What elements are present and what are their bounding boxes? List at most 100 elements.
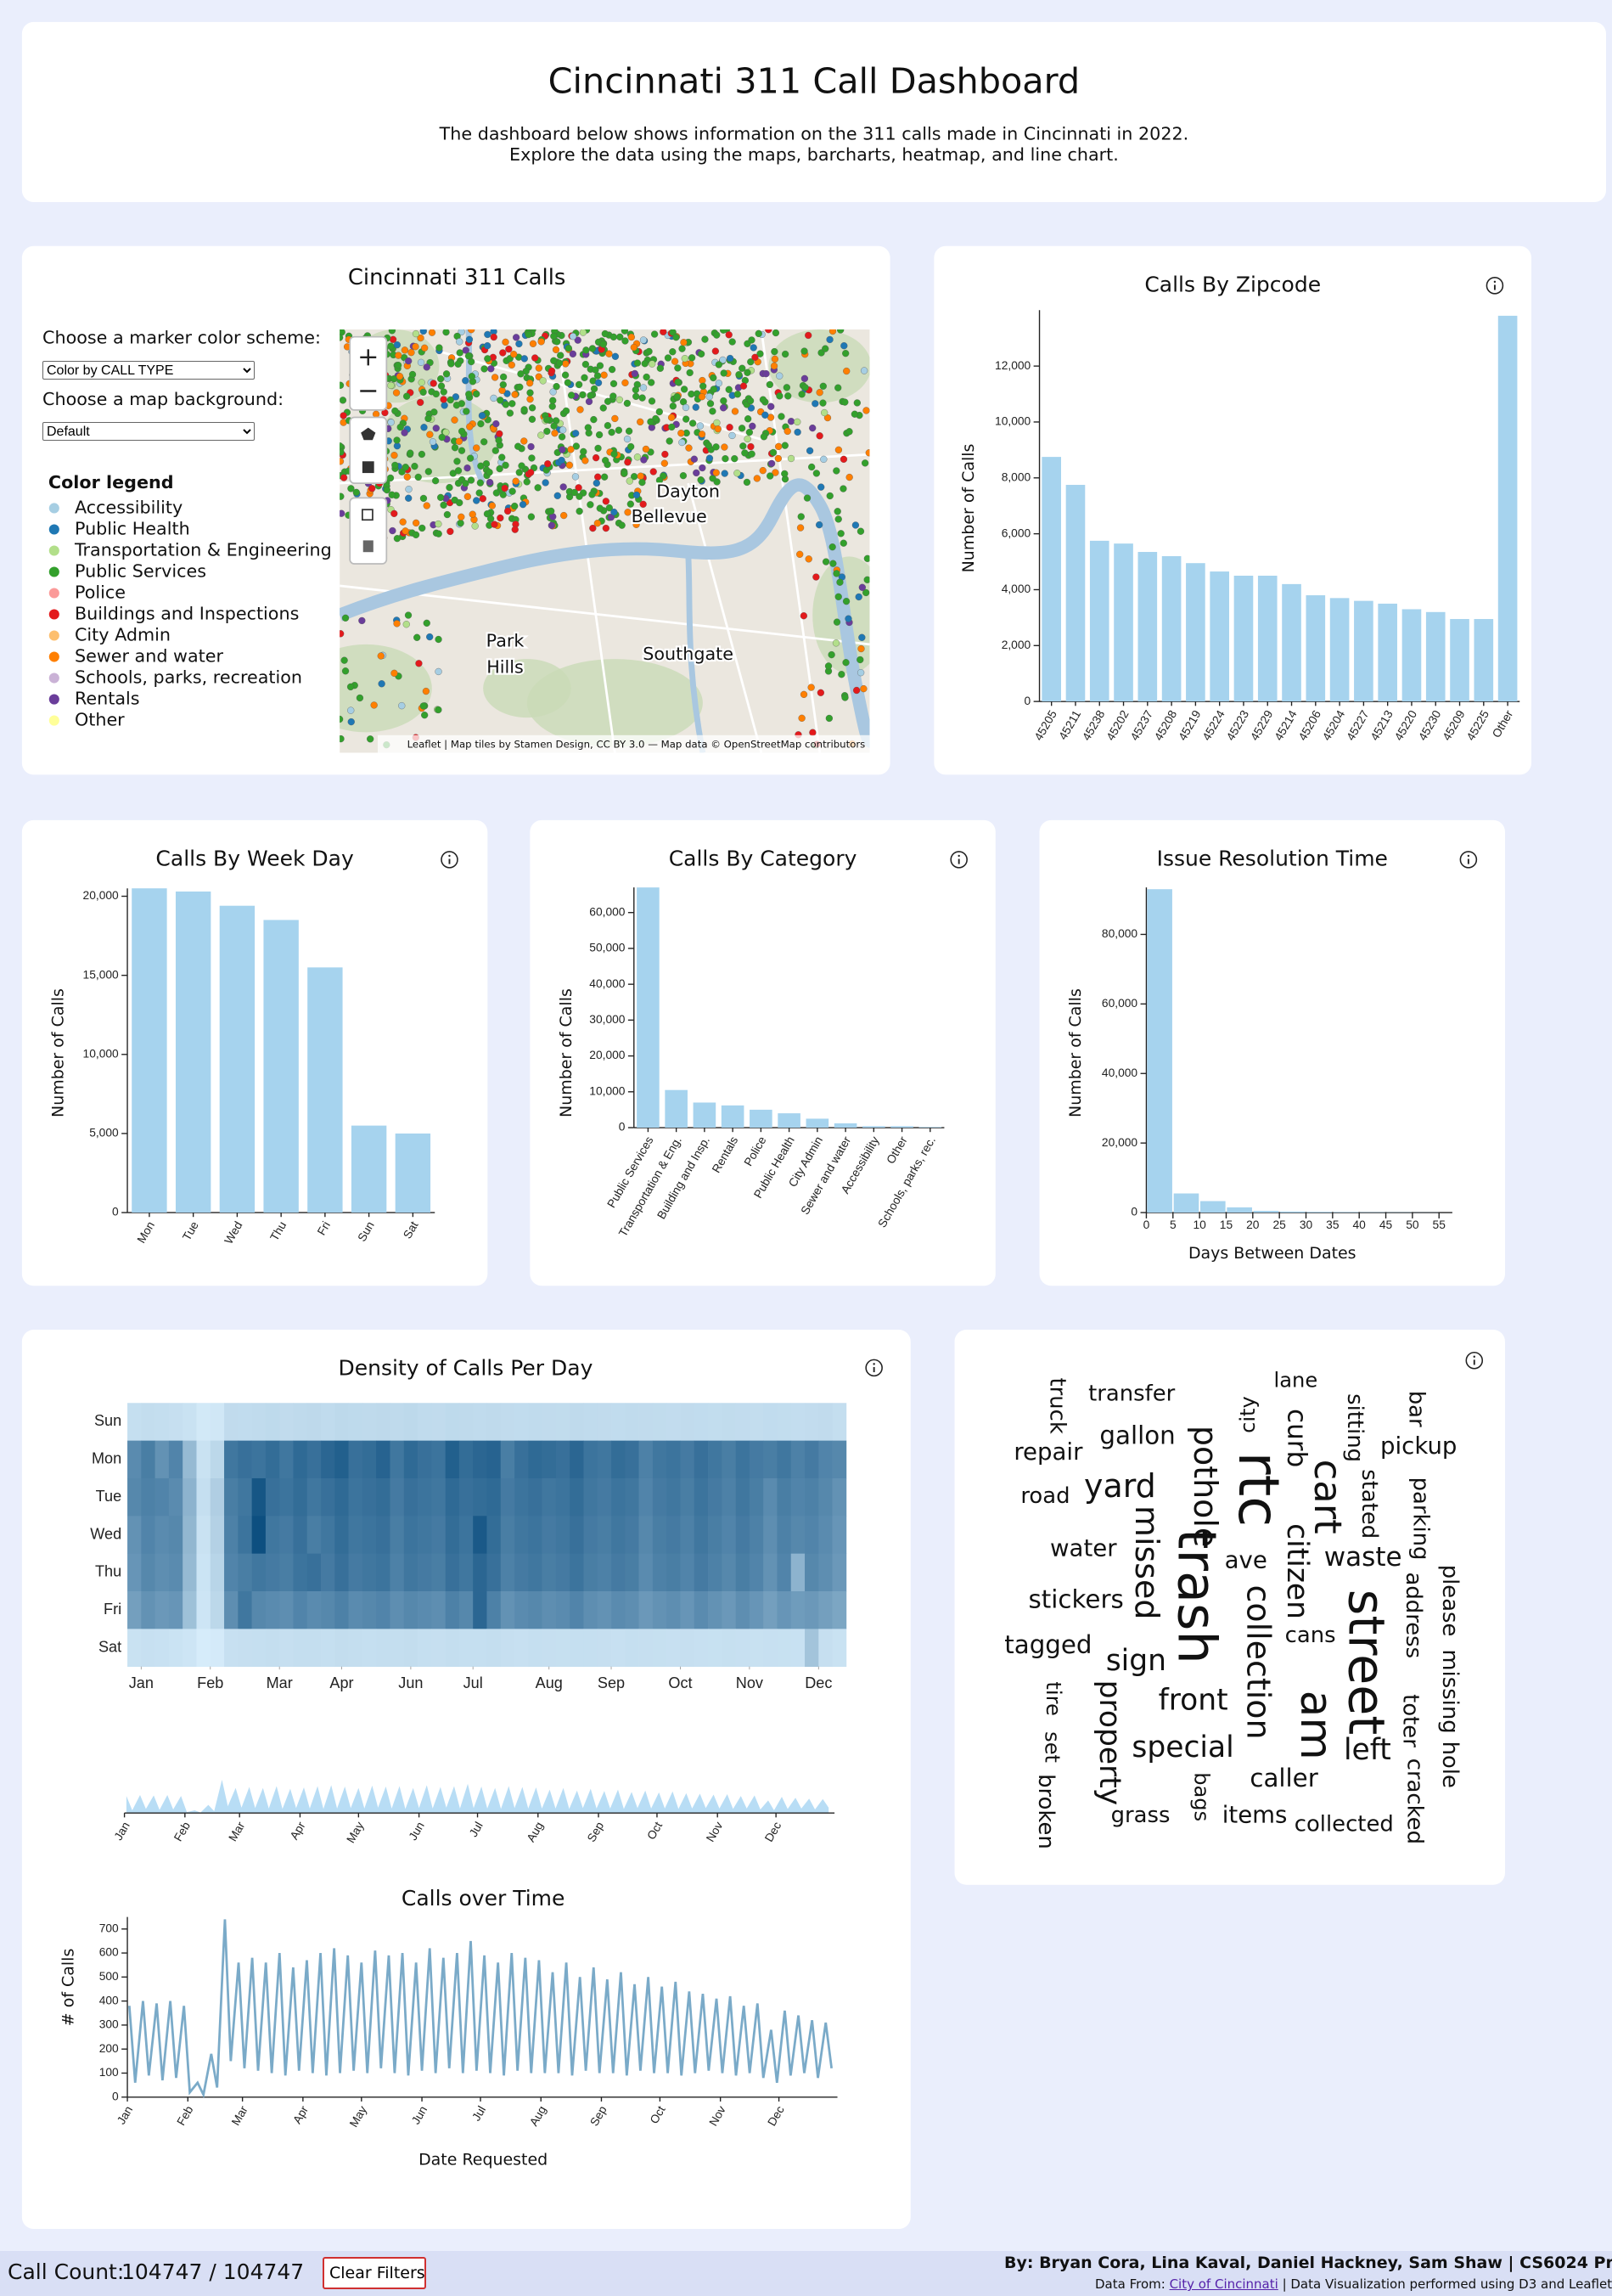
heatmap-cell [680, 1440, 695, 1479]
heatmap-cell [196, 1629, 211, 1668]
legend-swatch [48, 630, 59, 641]
map-marker [436, 493, 445, 502]
map-marker [422, 687, 430, 695]
map-marker [655, 408, 663, 416]
map-marker [761, 411, 769, 419]
y-tick-label: 60,000 [589, 905, 625, 918]
word: city [1236, 1396, 1260, 1433]
map-marker [490, 333, 497, 341]
map-marker [714, 425, 722, 433]
map-marker [857, 656, 864, 664]
panel [21, 21, 1606, 203]
map-marker [510, 351, 518, 358]
map-marker [679, 472, 688, 480]
word: road [1020, 1483, 1070, 1509]
heatmap-cell [127, 1516, 142, 1555]
heatmap-cell [818, 1403, 833, 1441]
color-scheme-select[interactable]: Color by CALL TYPE [42, 361, 255, 380]
y-tick-label: 15,000 [83, 968, 119, 981]
word: parking [1407, 1477, 1433, 1561]
x-tick-label: Jan [129, 1674, 154, 1691]
map-marker [834, 508, 841, 515]
map-marker [512, 334, 520, 341]
heatmap-cell [680, 1591, 695, 1629]
map-marker [801, 384, 809, 391]
map-marker [574, 336, 581, 344]
heatmap-cell [666, 1629, 681, 1668]
map-marker [404, 611, 413, 619]
heatmap-cell [514, 1403, 529, 1441]
clear-filters-button[interactable]: Clear Filters [323, 2257, 426, 2289]
map-marker [390, 452, 398, 459]
x-tick-label: Jun [398, 1674, 423, 1691]
map-marker [672, 334, 680, 341]
map-marker [341, 614, 350, 622]
map-marker [648, 379, 655, 386]
legend-swatch [48, 609, 59, 620]
map-marker [451, 444, 459, 452]
info-icon [441, 851, 458, 869]
heatmap-cell [570, 1591, 584, 1629]
map-marker [712, 443, 720, 451]
map-marker [502, 401, 510, 408]
map-marker [759, 396, 767, 403]
map-marker [858, 633, 866, 641]
map-marker [733, 391, 742, 398]
heatmap-cell [445, 1516, 460, 1555]
map-marker [678, 345, 686, 352]
map-marker [523, 478, 531, 486]
map-marker [748, 336, 755, 344]
map-marker [706, 400, 715, 408]
map-marker [399, 518, 407, 526]
map-marker [826, 335, 834, 344]
map-marker [505, 346, 513, 353]
map-marker [550, 332, 558, 340]
heatmap-cell [238, 1591, 252, 1629]
map-marker [548, 402, 556, 410]
map-marker [389, 526, 396, 535]
data-link[interactable]: City of Cincinnati [1169, 2276, 1278, 2292]
map-place-label: Park [486, 630, 525, 650]
heatmap-cell [210, 1440, 225, 1479]
legend-label: Accessibility [75, 497, 183, 517]
map-marker [842, 598, 851, 605]
y-axis-label: Number of Calls [48, 988, 67, 1117]
background-select[interactable]: Default [42, 422, 255, 441]
map-marker [419, 388, 427, 397]
map-marker [857, 527, 865, 535]
word: sitting [1342, 1393, 1368, 1462]
heatmap-cell [652, 1440, 667, 1479]
map-marker [587, 501, 594, 509]
x-tick-label: 25 [1272, 1218, 1286, 1231]
map-marker [633, 453, 642, 461]
heatmap-cell [238, 1516, 252, 1555]
map-marker [690, 455, 698, 463]
map-marker [739, 364, 746, 372]
heatmap-cell [224, 1516, 239, 1555]
map-marker [471, 522, 479, 530]
heatmap-cell [652, 1477, 667, 1517]
map-marker [860, 367, 868, 374]
map-marker [787, 418, 795, 425]
heatmap-cell [638, 1553, 654, 1592]
heatmap-cell [597, 1477, 612, 1517]
heatmap-cell [141, 1591, 155, 1629]
heatmap-cell [154, 1477, 170, 1517]
heatmap-cell [210, 1477, 225, 1517]
heatmap-cell [500, 1477, 515, 1517]
map-marker [685, 444, 693, 452]
map-marker [340, 715, 344, 723]
map-marker [826, 492, 834, 500]
map-marker [527, 513, 536, 521]
map-marker [595, 430, 604, 439]
map-marker [638, 478, 646, 487]
heatmap-cell [210, 1591, 225, 1629]
heatmap-cell [238, 1440, 252, 1479]
heatmap-cell [418, 1403, 432, 1441]
map-marker [417, 334, 424, 342]
map-marker [660, 329, 667, 335]
map-marker [499, 380, 507, 389]
map-marker [483, 510, 491, 518]
heatmap-cell [722, 1477, 736, 1517]
map-marker [549, 397, 557, 404]
